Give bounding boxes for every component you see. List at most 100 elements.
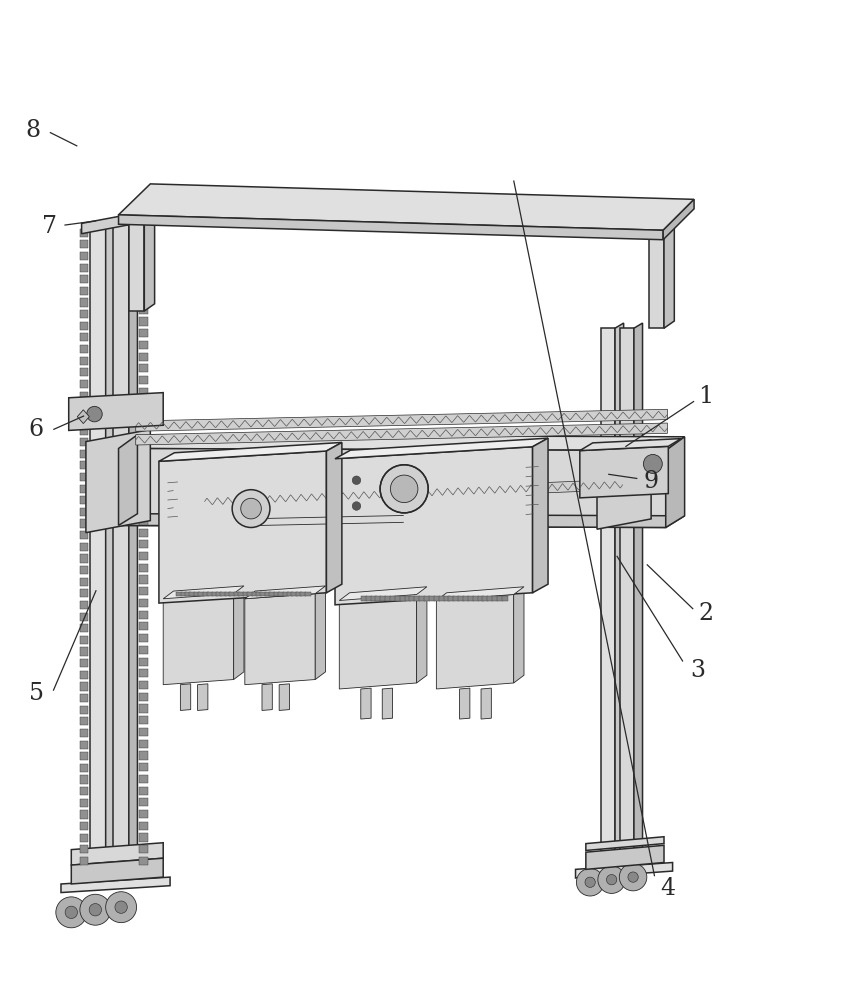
Polygon shape bbox=[80, 426, 88, 435]
Polygon shape bbox=[139, 552, 148, 560]
Polygon shape bbox=[265, 592, 271, 596]
Polygon shape bbox=[139, 587, 148, 595]
Circle shape bbox=[232, 490, 270, 527]
Polygon shape bbox=[245, 594, 315, 685]
Polygon shape bbox=[80, 601, 88, 609]
Polygon shape bbox=[597, 440, 651, 529]
Polygon shape bbox=[497, 596, 503, 601]
Polygon shape bbox=[279, 684, 289, 710]
Polygon shape bbox=[86, 430, 150, 533]
Polygon shape bbox=[80, 834, 88, 842]
Polygon shape bbox=[410, 596, 416, 601]
Polygon shape bbox=[139, 857, 148, 865]
Polygon shape bbox=[580, 439, 681, 451]
Polygon shape bbox=[61, 877, 170, 893]
Polygon shape bbox=[139, 740, 148, 748]
Polygon shape bbox=[139, 658, 148, 666]
Polygon shape bbox=[139, 270, 148, 279]
Polygon shape bbox=[139, 446, 148, 455]
Polygon shape bbox=[80, 252, 88, 260]
Polygon shape bbox=[221, 592, 227, 596]
Polygon shape bbox=[417, 587, 427, 683]
Polygon shape bbox=[139, 564, 148, 572]
Polygon shape bbox=[454, 596, 460, 601]
Polygon shape bbox=[424, 596, 430, 601]
Polygon shape bbox=[234, 592, 240, 596]
Polygon shape bbox=[139, 411, 148, 419]
Polygon shape bbox=[139, 622, 148, 630]
Polygon shape bbox=[80, 345, 88, 353]
Polygon shape bbox=[139, 693, 148, 701]
Polygon shape bbox=[139, 646, 148, 654]
Polygon shape bbox=[80, 822, 88, 830]
Polygon shape bbox=[576, 862, 673, 878]
Polygon shape bbox=[163, 594, 234, 685]
Polygon shape bbox=[80, 659, 88, 667]
Polygon shape bbox=[483, 596, 489, 601]
Polygon shape bbox=[335, 447, 533, 605]
Polygon shape bbox=[339, 594, 417, 689]
Polygon shape bbox=[139, 470, 148, 478]
Polygon shape bbox=[80, 764, 88, 772]
Polygon shape bbox=[443, 596, 449, 601]
Polygon shape bbox=[434, 596, 440, 601]
Polygon shape bbox=[381, 596, 387, 601]
Polygon shape bbox=[80, 682, 88, 691]
Polygon shape bbox=[80, 508, 88, 516]
Polygon shape bbox=[664, 226, 674, 328]
Polygon shape bbox=[649, 234, 664, 328]
Polygon shape bbox=[139, 493, 148, 501]
Polygon shape bbox=[204, 479, 623, 507]
Polygon shape bbox=[514, 587, 524, 683]
Polygon shape bbox=[80, 647, 88, 656]
Polygon shape bbox=[80, 810, 88, 819]
Polygon shape bbox=[419, 596, 425, 601]
Polygon shape bbox=[139, 599, 148, 607]
Polygon shape bbox=[80, 857, 88, 865]
Polygon shape bbox=[80, 368, 88, 376]
Polygon shape bbox=[180, 592, 186, 596]
Polygon shape bbox=[139, 810, 148, 818]
Circle shape bbox=[65, 906, 77, 919]
Polygon shape bbox=[80, 310, 88, 318]
Polygon shape bbox=[225, 592, 231, 596]
Polygon shape bbox=[159, 442, 342, 461]
Circle shape bbox=[80, 894, 111, 925]
Polygon shape bbox=[139, 575, 148, 584]
Polygon shape bbox=[80, 636, 88, 644]
Polygon shape bbox=[139, 224, 148, 232]
Circle shape bbox=[352, 502, 361, 510]
Polygon shape bbox=[478, 596, 484, 601]
Polygon shape bbox=[139, 482, 148, 490]
Polygon shape bbox=[119, 435, 685, 451]
Polygon shape bbox=[370, 596, 376, 601]
Polygon shape bbox=[283, 592, 289, 596]
Polygon shape bbox=[385, 596, 391, 601]
Polygon shape bbox=[139, 845, 148, 853]
Polygon shape bbox=[139, 798, 148, 806]
Polygon shape bbox=[119, 435, 137, 525]
Polygon shape bbox=[382, 688, 393, 719]
Polygon shape bbox=[361, 688, 371, 719]
Polygon shape bbox=[472, 596, 478, 601]
Polygon shape bbox=[198, 592, 204, 596]
Polygon shape bbox=[159, 451, 326, 603]
Text: 5: 5 bbox=[28, 682, 44, 705]
Polygon shape bbox=[185, 592, 191, 596]
Polygon shape bbox=[586, 837, 664, 850]
Polygon shape bbox=[80, 624, 88, 632]
Polygon shape bbox=[139, 505, 148, 513]
Polygon shape bbox=[436, 594, 514, 689]
Polygon shape bbox=[601, 328, 615, 852]
Text: 6: 6 bbox=[28, 418, 44, 441]
Polygon shape bbox=[395, 596, 401, 601]
Polygon shape bbox=[139, 775, 148, 783]
Polygon shape bbox=[366, 596, 372, 601]
Polygon shape bbox=[80, 473, 88, 481]
Polygon shape bbox=[139, 317, 148, 326]
Polygon shape bbox=[80, 589, 88, 597]
Polygon shape bbox=[448, 596, 454, 601]
Polygon shape bbox=[139, 247, 148, 255]
Polygon shape bbox=[207, 592, 213, 596]
Polygon shape bbox=[139, 833, 148, 842]
